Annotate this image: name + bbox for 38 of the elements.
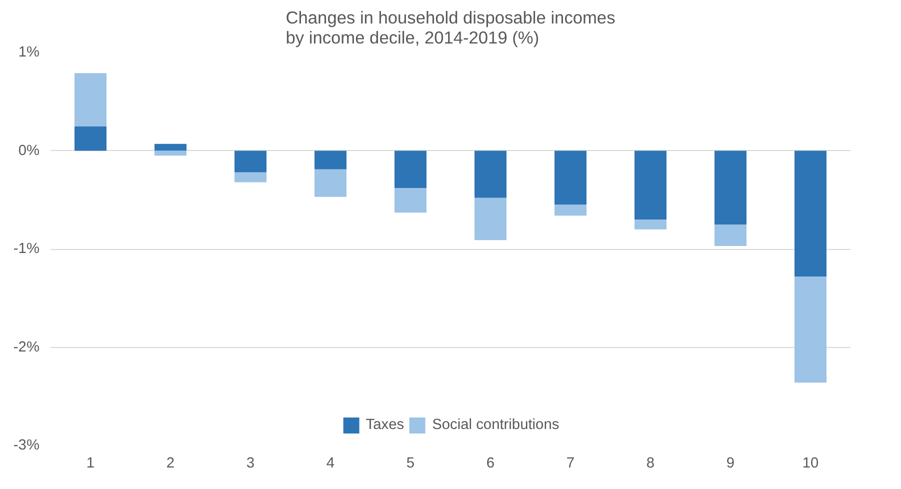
bar [314,150,346,170]
bar [714,224,746,246]
bar [474,198,506,240]
bar [154,144,186,151]
x-tick-label: 7 [566,456,575,472]
bar [154,150,186,156]
bar [554,150,586,205]
legend-label: Social contributions [432,417,560,433]
bar [474,150,506,198]
bar [794,150,826,277]
x-tick-label: 4 [326,456,335,472]
y-tick-label: 1% [18,44,40,60]
x-tick-label: 10 [802,456,819,472]
y-tick-label: -2% [13,339,40,356]
bar [714,150,746,224]
bar [74,126,106,151]
y-tick-label: -3% [13,438,40,454]
bar [794,276,826,383]
x-tick-label: 6 [486,456,495,472]
x-tick-label: 1 [86,456,95,472]
x-tick-label: 9 [726,456,735,472]
x-tick-label: 8 [646,456,655,472]
bar [394,150,426,188]
chart-title: Changes in household disposable incomes by income decile, 2014-2019 (%) [286,8,616,48]
x-tick-label: 2 [166,456,175,472]
y-tick-label: 0% [18,142,40,159]
bar [634,150,666,220]
bar [74,73,106,126]
y-tick-label: -1% [13,241,40,257]
bar [234,172,266,182]
bar [314,169,346,197]
x-tick-label: 5 [406,456,415,472]
bar [554,204,586,216]
x-tick-label: 3 [246,456,255,472]
bar [394,188,426,213]
bar [234,150,266,172]
bar [634,220,666,230]
legend-label: Taxes [366,417,404,433]
